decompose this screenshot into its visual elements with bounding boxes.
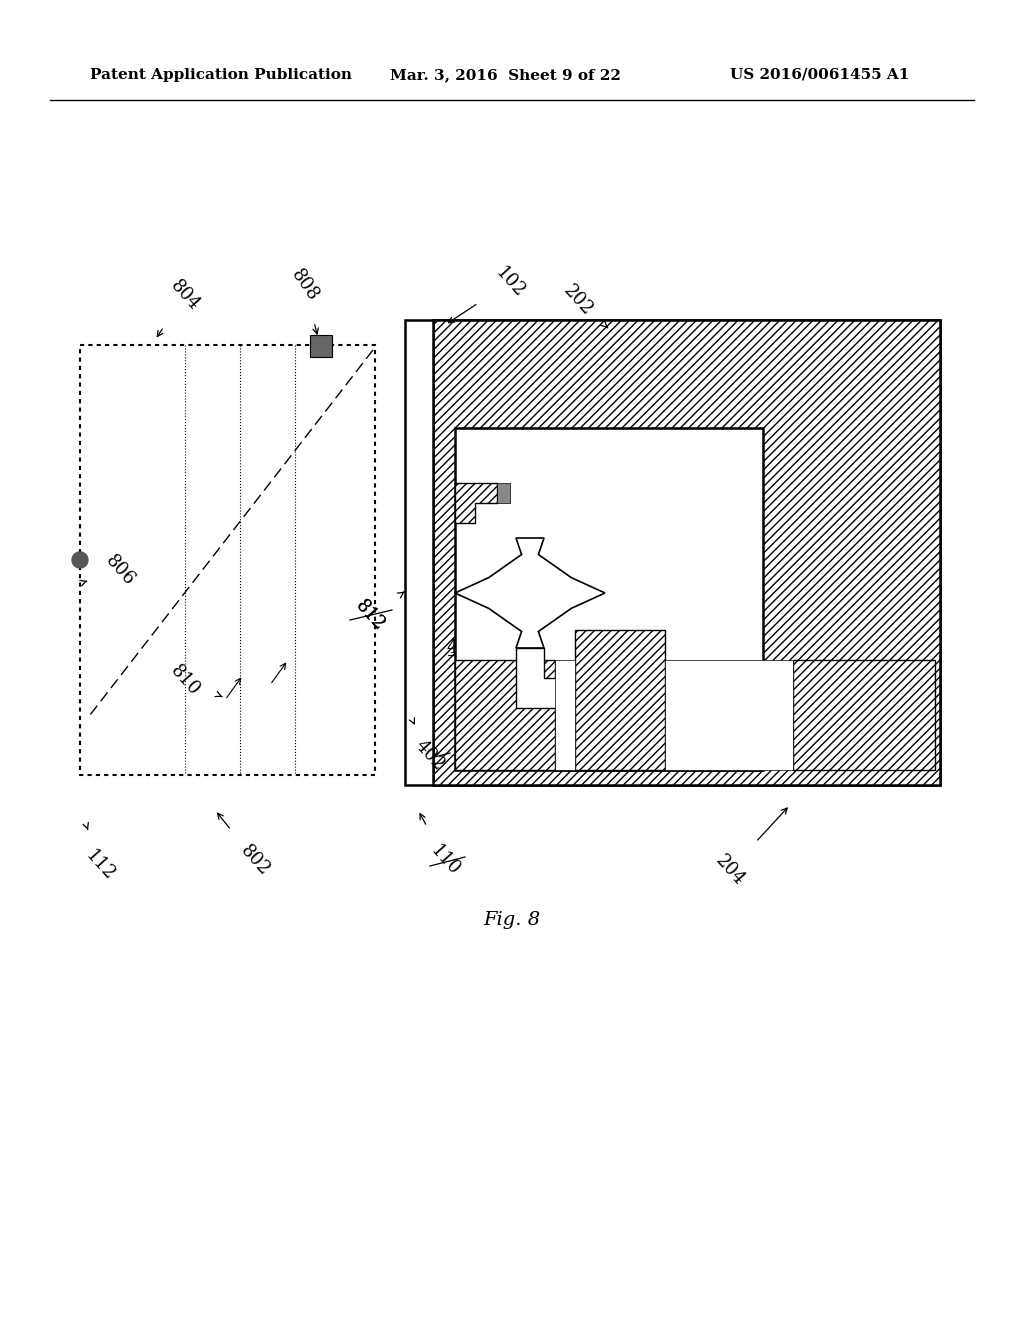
Polygon shape xyxy=(433,319,940,785)
Text: 804: 804 xyxy=(167,276,203,314)
Polygon shape xyxy=(665,660,793,770)
Text: Mar. 3, 2016  Sheet 9 of 22: Mar. 3, 2016 Sheet 9 of 22 xyxy=(390,69,621,82)
Text: Patent Application Publication: Patent Application Publication xyxy=(90,69,352,82)
Circle shape xyxy=(72,552,88,568)
Polygon shape xyxy=(455,539,605,648)
Text: 110: 110 xyxy=(427,841,463,879)
Polygon shape xyxy=(516,648,568,708)
Text: 402: 402 xyxy=(412,737,449,774)
Polygon shape xyxy=(555,508,760,770)
Text: 204: 204 xyxy=(712,851,749,888)
Polygon shape xyxy=(497,483,510,503)
Text: Fig. 8: Fig. 8 xyxy=(483,911,541,929)
Text: 112: 112 xyxy=(82,846,118,884)
Polygon shape xyxy=(575,630,665,770)
Text: 202: 202 xyxy=(560,281,596,318)
Polygon shape xyxy=(793,660,935,770)
Polygon shape xyxy=(433,319,940,785)
Polygon shape xyxy=(310,335,332,356)
Text: US 2016/0061455 A1: US 2016/0061455 A1 xyxy=(730,69,909,82)
Polygon shape xyxy=(406,319,433,785)
Text: 806: 806 xyxy=(101,552,138,589)
Text: 802: 802 xyxy=(237,841,273,879)
Polygon shape xyxy=(455,428,763,770)
Text: 102: 102 xyxy=(492,263,528,301)
Polygon shape xyxy=(555,660,575,770)
Text: 206: 206 xyxy=(696,558,733,595)
Text: 810: 810 xyxy=(167,661,203,698)
Text: 812: 812 xyxy=(352,597,388,634)
Text: 812: 812 xyxy=(352,597,388,634)
Polygon shape xyxy=(455,660,555,770)
Text: 410: 410 xyxy=(446,639,481,657)
Text: 808: 808 xyxy=(288,265,323,305)
Polygon shape xyxy=(455,483,497,523)
